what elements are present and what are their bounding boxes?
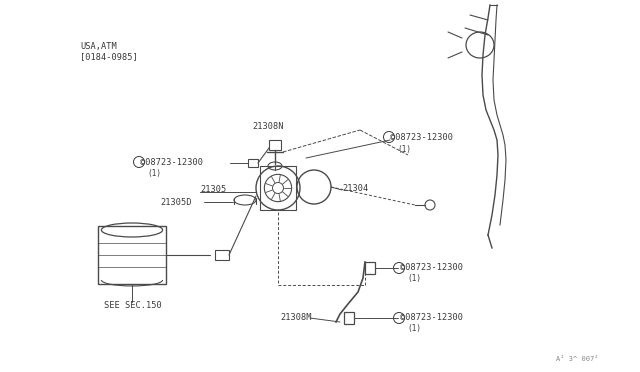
Bar bbox=[344, 312, 354, 324]
Text: ©08723-12300: ©08723-12300 bbox=[400, 263, 463, 273]
Text: (1): (1) bbox=[407, 275, 421, 283]
Bar bbox=[365, 262, 375, 274]
Text: (1): (1) bbox=[407, 324, 421, 334]
Text: (1): (1) bbox=[397, 144, 411, 154]
Text: 21304: 21304 bbox=[342, 183, 368, 192]
Text: ©08723-12300: ©08723-12300 bbox=[400, 314, 463, 323]
Text: ©08723-12300: ©08723-12300 bbox=[390, 132, 453, 141]
Bar bbox=[98, 226, 166, 284]
Text: 21308M: 21308M bbox=[280, 314, 312, 323]
Text: USA,ATM
[0184-0985]: USA,ATM [0184-0985] bbox=[80, 42, 138, 61]
Text: (1): (1) bbox=[147, 169, 161, 177]
Text: A² 3^ 007²: A² 3^ 007² bbox=[556, 356, 598, 362]
Text: 21305D: 21305D bbox=[160, 198, 191, 206]
Bar bbox=[248, 159, 258, 167]
Text: 21308N: 21308N bbox=[252, 122, 284, 131]
Text: 21305: 21305 bbox=[200, 185, 227, 193]
Text: SEE SEC.150: SEE SEC.150 bbox=[104, 301, 162, 311]
Bar bbox=[269, 140, 281, 150]
Bar bbox=[260, 166, 296, 210]
Text: ©08723-12300: ©08723-12300 bbox=[140, 157, 203, 167]
Bar bbox=[215, 250, 229, 260]
